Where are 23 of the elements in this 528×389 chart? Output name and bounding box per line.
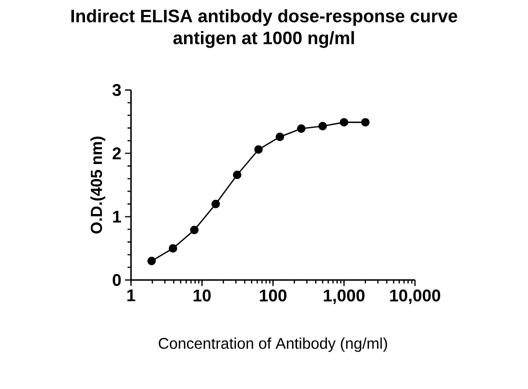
point xyxy=(211,200,220,208)
point xyxy=(232,170,242,180)
y-tick-label: 0 xyxy=(112,274,121,286)
point xyxy=(318,122,327,130)
y-axis-title: O.D.(405 nm) xyxy=(90,136,106,234)
point xyxy=(168,244,178,253)
point xyxy=(297,124,306,133)
point xyxy=(147,256,156,266)
x-tick-label: 1 xyxy=(127,290,136,302)
point xyxy=(276,132,284,142)
y-tick-label: 2 xyxy=(112,147,121,160)
y-tick-label: 1 xyxy=(113,210,122,222)
x-tick-label: 10,000 xyxy=(390,290,440,304)
y-tick-label: 3 xyxy=(112,84,121,96)
x-tick-label: 1,000 xyxy=(324,290,364,304)
x-tick-label: 100 xyxy=(260,290,286,302)
chart-title: Indirect ELISA antibody dose-response curve antigen at 1000 ng/ml xyxy=(71,9,458,48)
point xyxy=(361,118,370,127)
x-axis-title: Concentration of Antibody (ng/ml) xyxy=(158,338,388,352)
point xyxy=(254,145,263,154)
point xyxy=(340,118,348,127)
x-tick-label: 10 xyxy=(194,290,211,302)
point xyxy=(190,226,199,234)
